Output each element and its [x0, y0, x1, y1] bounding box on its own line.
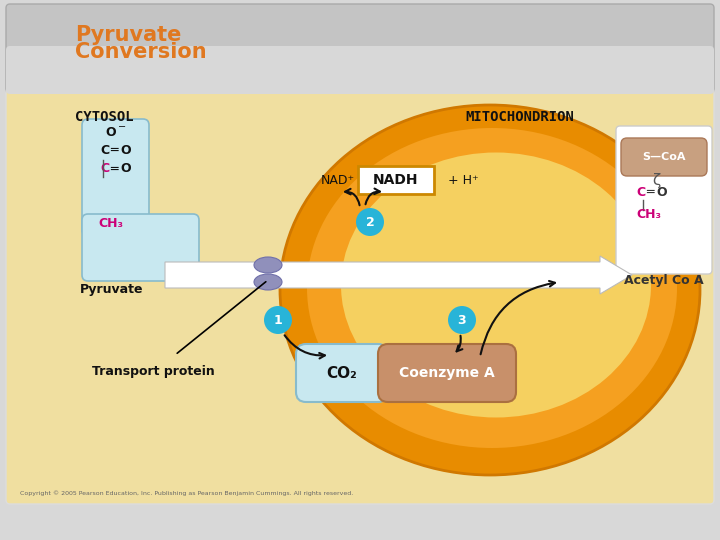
Text: CH₃: CH₃: [636, 207, 661, 220]
Ellipse shape: [280, 105, 700, 475]
Circle shape: [356, 208, 384, 236]
Ellipse shape: [254, 274, 282, 290]
Text: C: C: [636, 186, 645, 199]
Circle shape: [264, 306, 292, 334]
FancyBboxPatch shape: [6, 88, 714, 504]
Text: S—CoA: S—CoA: [642, 152, 685, 162]
Text: O: O: [656, 186, 667, 199]
Text: −: −: [118, 122, 126, 132]
Text: C: C: [100, 144, 109, 157]
FancyBboxPatch shape: [378, 344, 516, 402]
FancyBboxPatch shape: [82, 119, 149, 236]
Ellipse shape: [341, 152, 651, 417]
FancyBboxPatch shape: [358, 166, 434, 194]
Text: + H⁺: + H⁺: [448, 173, 479, 186]
Text: Transport protein: Transport protein: [92, 365, 215, 378]
Text: 1: 1: [274, 314, 282, 327]
FancyBboxPatch shape: [621, 138, 707, 176]
FancyArrow shape: [165, 256, 632, 294]
Text: Copyright © 2005 Pearson Education, Inc. Publishing as Pearson Benjamin Cummings: Copyright © 2005 Pearson Education, Inc.…: [20, 490, 354, 496]
Text: Pyruvate: Pyruvate: [80, 283, 143, 296]
Text: 2: 2: [366, 215, 374, 228]
Circle shape: [448, 306, 476, 334]
Ellipse shape: [307, 128, 677, 448]
Text: O: O: [120, 163, 130, 176]
Text: O: O: [105, 125, 116, 138]
Text: MITOCHONDRION: MITOCHONDRION: [466, 110, 575, 124]
Text: NAD⁺: NAD⁺: [321, 173, 355, 186]
FancyBboxPatch shape: [6, 46, 714, 94]
Text: O: O: [120, 144, 130, 157]
Text: 3: 3: [458, 314, 467, 327]
Text: Coenzyme A: Coenzyme A: [399, 366, 495, 380]
FancyBboxPatch shape: [6, 4, 714, 94]
Text: NADH: NADH: [373, 173, 419, 187]
Text: Conversion: Conversion: [75, 42, 207, 62]
Text: ═: ═: [110, 144, 117, 157]
Text: CH₃: CH₃: [98, 217, 123, 230]
Text: ζ: ζ: [652, 173, 660, 188]
Text: CYTOSOL: CYTOSOL: [75, 110, 134, 124]
Text: Acetyl Co A: Acetyl Co A: [624, 274, 704, 287]
Text: CO₂: CO₂: [327, 366, 357, 381]
FancyBboxPatch shape: [296, 344, 388, 402]
FancyBboxPatch shape: [616, 126, 712, 274]
Ellipse shape: [254, 257, 282, 273]
Text: ═: ═: [646, 186, 654, 199]
Text: ═: ═: [110, 163, 117, 176]
Text: Pyruvate: Pyruvate: [75, 25, 181, 45]
FancyBboxPatch shape: [82, 214, 199, 281]
Text: C: C: [100, 163, 109, 176]
